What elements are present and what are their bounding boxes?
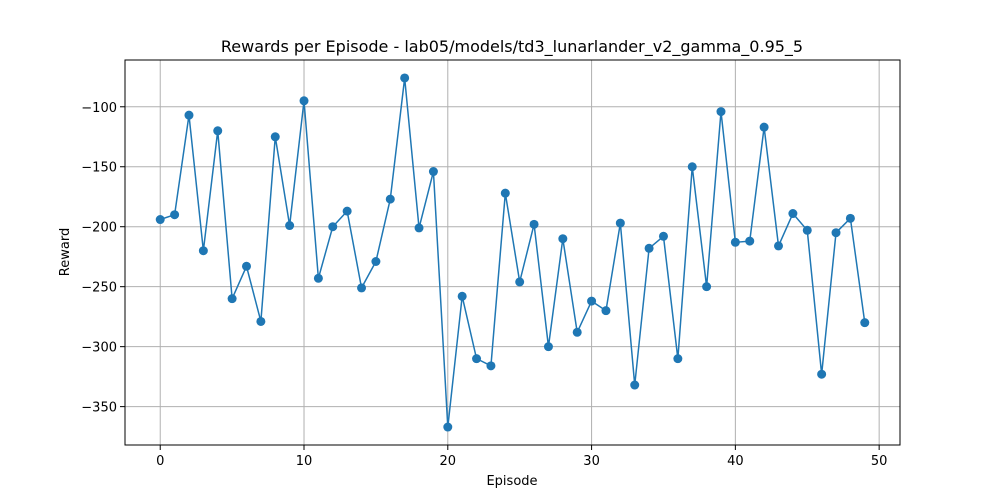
- data-point: [400, 73, 410, 83]
- data-point: [716, 107, 726, 117]
- y-tick-label: −150: [81, 161, 117, 176]
- data-point: [256, 316, 266, 326]
- x-tick-label: 30: [583, 454, 600, 469]
- grid: [125, 60, 900, 445]
- series-layer: [155, 73, 870, 432]
- x-tick-label: 0: [156, 454, 164, 469]
- data-point: [443, 422, 453, 432]
- y-tick-label: −250: [81, 281, 117, 296]
- data-point: [730, 237, 740, 247]
- data-point: [213, 126, 223, 136]
- data-point: [860, 318, 870, 328]
- data-point: [845, 213, 855, 223]
- data-point: [285, 221, 295, 231]
- y-tick-label: −100: [81, 101, 117, 116]
- data-point: [601, 306, 611, 316]
- y-tick-label: −200: [81, 221, 117, 236]
- data-point: [702, 282, 712, 292]
- data-point: [184, 110, 194, 120]
- data-point: [630, 380, 640, 390]
- x-axis-label: Episode: [486, 474, 537, 489]
- data-point: [486, 361, 496, 371]
- data-point: [774, 241, 784, 251]
- x-tick-label: 40: [727, 454, 744, 469]
- y-tick-label: −350: [81, 401, 117, 416]
- data-point: [414, 223, 424, 233]
- data-point: [615, 218, 625, 228]
- data-point: [500, 188, 510, 198]
- series-line: [159, 77, 866, 428]
- data-point: [472, 354, 482, 364]
- x-tick-label: 50: [871, 454, 888, 469]
- data-point: [558, 234, 568, 244]
- y-tick-label: −300: [81, 341, 117, 356]
- data-point: [299, 96, 309, 106]
- axes: [124, 59, 901, 446]
- data-point: [745, 236, 755, 246]
- data-point: [658, 231, 668, 241]
- data-point: [644, 243, 654, 253]
- plot-frame: [124, 59, 901, 446]
- data-point: [788, 209, 798, 219]
- data-point: [198, 246, 208, 256]
- data-point: [817, 369, 827, 379]
- data-point: [385, 194, 395, 204]
- y-axis-label: Reward: [58, 228, 73, 276]
- data-point: [342, 206, 352, 216]
- data-point: [313, 273, 323, 283]
- data-point: [227, 294, 237, 304]
- data-point: [759, 122, 769, 132]
- x-tick-label: 10: [296, 454, 313, 469]
- data-point: [357, 283, 367, 293]
- data-point: [529, 219, 539, 229]
- data-point: [241, 261, 251, 271]
- x-tick-label: 20: [440, 454, 457, 469]
- data-point: [515, 277, 525, 287]
- chart-title: Rewards per Episode - lab05/models/td3_l…: [221, 37, 803, 57]
- data-point: [831, 228, 841, 238]
- data-point: [572, 327, 582, 337]
- ticks: 0 10 20 30 40 50 −350 −300 −250 −200 −150 −100: [81, 101, 887, 469]
- data-point: [270, 132, 280, 142]
- data-point: [428, 167, 438, 177]
- data-point: [371, 256, 381, 266]
- data-point: [543, 342, 553, 352]
- data-point: [673, 354, 683, 364]
- data-point: [170, 210, 180, 220]
- data-point: [587, 296, 597, 306]
- data-point: [687, 162, 697, 172]
- data-point: [328, 222, 338, 232]
- data-point: [457, 291, 467, 301]
- data-point: [155, 215, 165, 225]
- data-point: [802, 225, 812, 235]
